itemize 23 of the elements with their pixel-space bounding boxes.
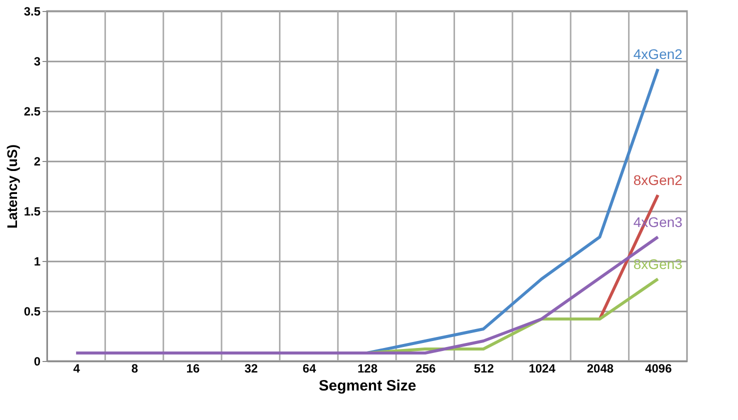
x-tick-label: 128 bbox=[357, 362, 378, 376]
x-tick-label: 4096 bbox=[645, 362, 672, 376]
x-tick-label: 256 bbox=[416, 362, 436, 376]
x-tick-label: 8 bbox=[131, 362, 138, 376]
y-tick-label: 2.5 bbox=[24, 104, 41, 118]
y-axis-title: Latency (uS) bbox=[4, 144, 20, 229]
x-tick-label: 64 bbox=[302, 362, 316, 376]
x-tick-label: 512 bbox=[474, 362, 494, 376]
x-tick-label: 32 bbox=[244, 362, 258, 376]
x-tick-label: 1024 bbox=[528, 362, 556, 376]
series-label: 4xGen2 bbox=[633, 46, 683, 62]
y-tick-label: 1.5 bbox=[24, 204, 41, 218]
y-tick-label: 1 bbox=[34, 254, 41, 268]
x-tick-label: 2048 bbox=[586, 362, 614, 376]
series-label: 8xGen2 bbox=[633, 172, 683, 188]
y-tick-label: 0 bbox=[34, 354, 41, 368]
x-tick-label: 4 bbox=[73, 362, 80, 376]
x-tick-label: 16 bbox=[186, 362, 200, 376]
x-axis-title: Segment Size bbox=[318, 378, 416, 394]
y-tick-label: 0.5 bbox=[24, 304, 41, 318]
y-tick-label: 3 bbox=[34, 54, 41, 68]
y-tick-label: 3.5 bbox=[24, 4, 41, 18]
y-tick-label: 2 bbox=[34, 154, 41, 168]
